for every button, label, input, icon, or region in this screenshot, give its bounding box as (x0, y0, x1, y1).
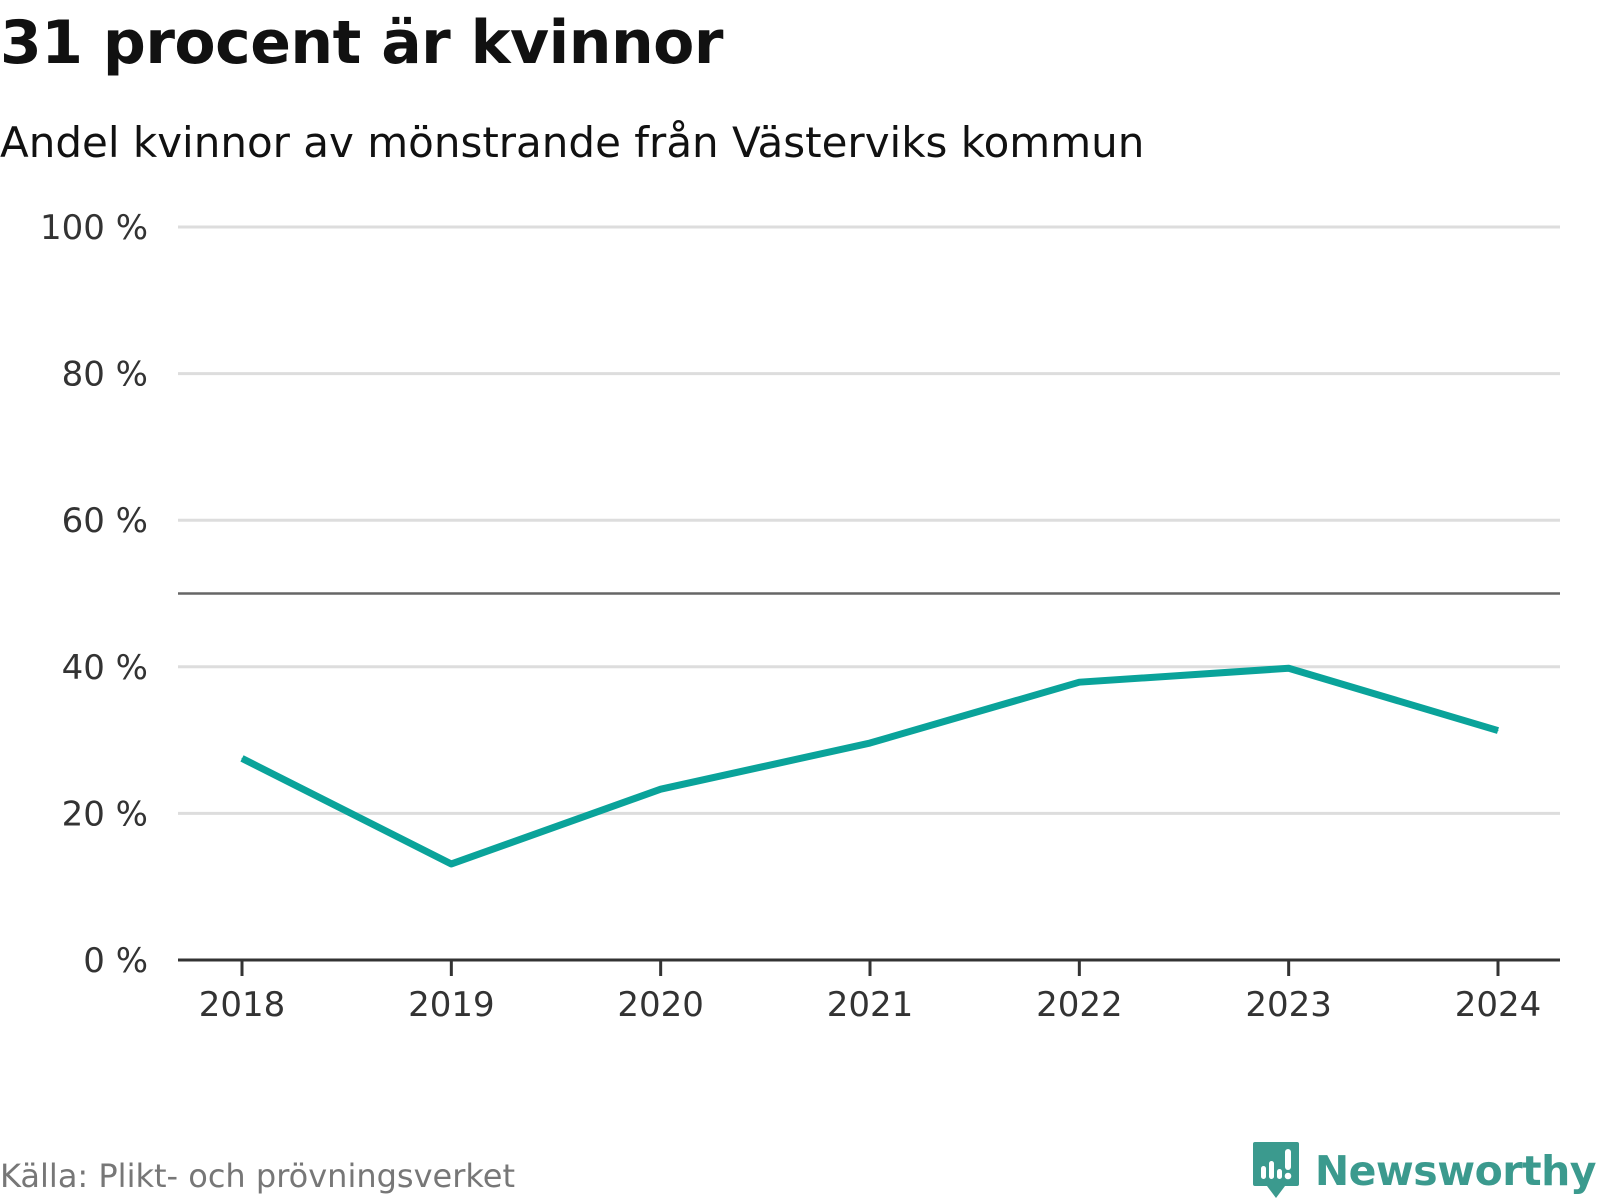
x-tick-label: 2018 (199, 985, 286, 1025)
data-point (241, 757, 243, 759)
x-tick-label: 2020 (617, 985, 704, 1025)
y-tick-label: 100 % (40, 208, 148, 248)
y-tick-label: 80 % (62, 355, 148, 395)
data-point (869, 742, 871, 744)
x-tick-label: 2019 (408, 985, 495, 1025)
x-axis-ticks: 2018 2019 2020 2021 2022 2023 2024 (199, 960, 1542, 1025)
series-layer (240, 664, 1499, 868)
brand-logo: Newsworthy (1251, 1140, 1597, 1202)
x-tick-label: 2021 (827, 985, 914, 1025)
x-tick-label: 2023 (1245, 985, 1332, 1025)
y-tick-label: 40 % (62, 648, 148, 688)
x-tick-label: 2022 (1036, 985, 1123, 1025)
y-tick-label: 60 % (62, 501, 148, 541)
chart-title: 31 procent är kvinnor (0, 8, 723, 78)
source-note: Källa: Plikt- och prövningsverket (0, 1157, 515, 1195)
brand-name: Newsworthy (1314, 1147, 1597, 1195)
x-tick-label: 2024 (1455, 985, 1542, 1025)
data-point (1288, 667, 1290, 669)
y-tick-label: 0 % (83, 941, 148, 981)
y-tick-label: 20 % (62, 794, 148, 834)
y-axis-ticks: 0 % 20 % 40 % 60 % 80 % 100 % (40, 208, 148, 981)
grid-lines (178, 225, 1560, 815)
chart-subtitle: Andel kvinnor av mönstrande från Västerv… (0, 118, 1145, 167)
line-chart: 0 % 20 % 40 % 60 % 80 % 100 % 2018 2019 2020 202… (40, 208, 1560, 1025)
series-line (240, 664, 1499, 868)
data-point (660, 788, 662, 790)
data-point (450, 863, 452, 865)
data-point (1078, 681, 1080, 683)
newsworthy-logo-icon (1252, 1142, 1299, 1198)
data-point (1497, 730, 1499, 732)
